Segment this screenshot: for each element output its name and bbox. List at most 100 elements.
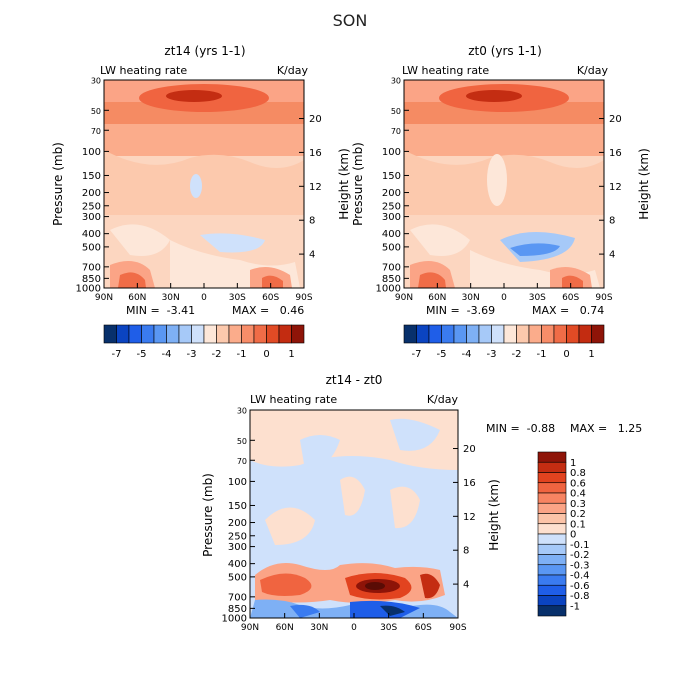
colorbar-swatch xyxy=(537,513,567,525)
x-tick-label: 30S xyxy=(229,293,246,303)
colorbar-tick-label: 0.1 xyxy=(570,519,586,530)
colorbar-swatch xyxy=(491,324,505,344)
panel-zt14-max: MAX = 0.46 xyxy=(232,304,304,317)
colorbar-swatch xyxy=(441,324,455,344)
colorbar-swatch xyxy=(537,564,567,576)
panel-zt14-y2label: Height (km) xyxy=(337,148,351,219)
colorbar-tick-label: -0.8 xyxy=(570,591,590,602)
colorbar-tick-label: -7 xyxy=(112,349,122,360)
colorbar-swatch xyxy=(537,461,567,473)
colorbar-swatch xyxy=(553,324,567,344)
colorbar-swatch xyxy=(103,324,117,344)
y-tick-label: 400 xyxy=(382,229,401,240)
x-tick-label: 90S xyxy=(449,623,466,633)
figure-title: SON xyxy=(333,11,368,30)
colorbar-tick-label: 1 xyxy=(570,458,576,469)
panel-diff-min: MIN = -0.88 xyxy=(486,422,555,435)
x-tick-label: 30N xyxy=(162,293,180,303)
colorbar-swatch xyxy=(453,324,467,344)
panel-zt14-colorbar: -7 -5 -4 -3 -2 -1 0 1 xyxy=(103,324,305,360)
y2-tick-label: 8 xyxy=(609,216,615,227)
panel-diff: zt14 - zt0 LW heating rate K/day Pre xyxy=(201,373,642,633)
panel-zt0-title: zt0 (yrs 1-1) xyxy=(468,44,542,58)
colorbar-swatch xyxy=(537,584,567,596)
colorbar-tick-label: -4 xyxy=(162,349,172,360)
panel-diff-title: zt14 - zt0 xyxy=(326,373,383,387)
panel-zt14-ylabel: Pressure (mb) xyxy=(51,142,65,226)
x-tick-label: 90S xyxy=(595,293,612,303)
y-tick-label: 150 xyxy=(382,171,401,182)
colorbar-swatch xyxy=(178,324,192,344)
colorbar-tick-label: 0.3 xyxy=(570,499,586,510)
panel-zt0-xaxis: 90N 60N 30N 0 30S 60S 90S xyxy=(395,283,613,303)
y-tick-label: 1000 xyxy=(376,284,401,295)
colorbar-swatch xyxy=(537,605,567,617)
colorbar-swatch xyxy=(278,324,292,344)
colorbar-tick-label: 0 xyxy=(263,349,269,360)
colorbar-tick-label: -1 xyxy=(237,349,247,360)
panel-zt0-y2label: Height (km) xyxy=(637,148,651,219)
colorbar-tick-label: -3 xyxy=(487,349,497,360)
colorbar-swatch xyxy=(478,324,492,344)
panel-zt14: zt14 (yrs 1-1) LW heating rate K/day Pre… xyxy=(51,44,351,360)
panel-diff-colorbar: 10.80.60.40.30.20.10-0.1-0.2-0.3-0.4-0.6… xyxy=(537,451,590,617)
y-tick-label: 200 xyxy=(82,188,101,199)
y-tick-label: 250 xyxy=(382,201,401,212)
panel-diff-ylabel: Pressure (mb) xyxy=(201,473,215,557)
y-tick-label: 150 xyxy=(82,171,101,182)
colorbar-tick-label: 1 xyxy=(288,349,294,360)
y-tick-label: 200 xyxy=(382,188,401,199)
panel-diff-y2axis: 20 16 12 8 4 xyxy=(453,444,476,591)
colorbar-swatch xyxy=(537,482,567,494)
panel-zt0-ylabel: Pressure (mb) xyxy=(351,142,365,226)
y-tick-label: 1000 xyxy=(222,614,247,625)
y-tick-label: 50 xyxy=(91,107,101,116)
x-tick-label: 60N xyxy=(428,293,446,303)
colorbar-swatch xyxy=(516,324,530,344)
colorbar-swatch xyxy=(253,324,267,344)
y-tick-label: 100 xyxy=(382,147,401,158)
colorbar-tick-label: 0.6 xyxy=(570,478,586,489)
y-tick-label: 30 xyxy=(91,77,101,86)
colorbar-tick-label: -1 xyxy=(537,349,547,360)
y-tick-label: 50 xyxy=(237,437,247,446)
y2-tick-label: 20 xyxy=(463,444,476,455)
colorbar-swatch xyxy=(578,324,592,344)
x-tick-label: 60S xyxy=(415,623,432,633)
colorbar-swatch xyxy=(291,324,305,344)
colorbar-swatch xyxy=(141,324,155,344)
panel-zt0-colorbar: -7 -5 -4 -3 -2 -1 0 1 xyxy=(403,324,605,360)
panel-diff-subtitle-left: LW heating rate xyxy=(250,393,337,406)
colorbar-tick-label: -0.2 xyxy=(570,550,590,561)
colorbar-swatch xyxy=(537,574,567,586)
y2-tick-label: 20 xyxy=(609,114,622,125)
colorbar-tick-label: -0.1 xyxy=(570,540,590,551)
colorbar-swatch xyxy=(228,324,242,344)
colorbar-swatch xyxy=(191,324,205,344)
colorbar-swatch xyxy=(466,324,480,344)
y-tick-label: 70 xyxy=(237,457,247,466)
panel-zt0-y2axis: 20 16 12 8 4 xyxy=(599,114,622,261)
colorbar-tick-label: -5 xyxy=(137,349,147,360)
colorbar-tick-label: -3 xyxy=(187,349,197,360)
colorbar-swatch xyxy=(541,324,555,344)
colorbar-tick-label: -0.3 xyxy=(570,560,590,571)
panel-zt14-plot xyxy=(103,79,305,289)
colorbar-swatch xyxy=(203,324,217,344)
panel-zt0: zt0 (yrs 1-1) LW heating rate K/day Pres… xyxy=(351,44,651,360)
y2-tick-label: 8 xyxy=(309,216,315,227)
colorbar-swatch xyxy=(537,523,567,535)
panel-zt14-title: zt14 (yrs 1-1) xyxy=(164,44,245,58)
x-tick-label: 30N xyxy=(462,293,480,303)
colorbar-swatch xyxy=(537,595,567,607)
y2-tick-label: 16 xyxy=(309,148,322,159)
colorbar-swatch xyxy=(537,543,567,555)
y2-tick-label: 16 xyxy=(463,478,476,489)
y-tick-label: 300 xyxy=(228,542,247,553)
y-tick-label: 250 xyxy=(82,201,101,212)
y-tick-label: 400 xyxy=(228,559,247,570)
